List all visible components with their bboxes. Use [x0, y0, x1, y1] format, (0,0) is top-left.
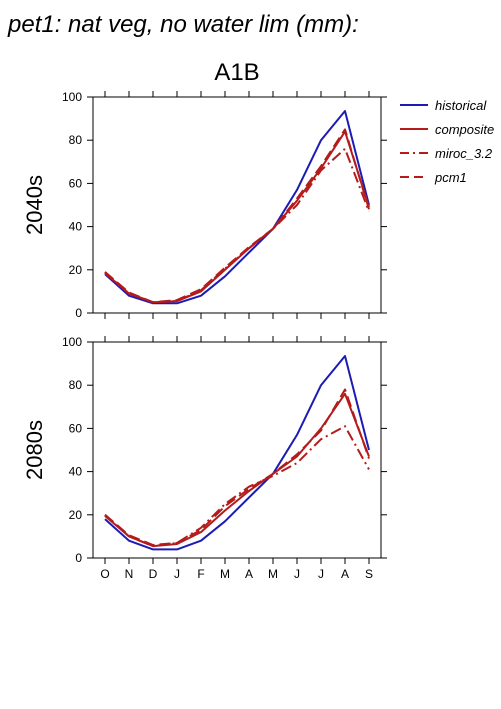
panel-2080s: 0 20 40 60 80 100 O N D J F M A M J J A S 2080s [22, 335, 387, 581]
x-tick-label: N [125, 567, 134, 581]
y-axis-label: 2040s [22, 175, 47, 235]
y-tick-label: 80 [69, 378, 83, 392]
legend-label-composite: composite [435, 122, 494, 137]
y-tick-label: 100 [62, 90, 82, 104]
plot-frame [92, 96, 382, 314]
legend-label-pcm1: pcm1 [434, 170, 467, 185]
x-tick-label: D [149, 567, 158, 581]
legend: historical composite miroc_3.2 pcm1 [400, 98, 494, 185]
x-tick-label: A [341, 567, 349, 581]
y-tick-label: 20 [69, 508, 83, 522]
x-tick-label: J [174, 567, 180, 581]
legend-label-miroc_3.2: miroc_3.2 [435, 146, 493, 161]
y-tick-label: 60 [69, 421, 83, 435]
chart-title: A1B [214, 59, 259, 86]
chart-panels: 0 20 40 60 80 100 2040s 0 20 40 60 80 100 O N D J F M A M J J A… [22, 90, 387, 581]
series-line-historical [104, 110, 370, 305]
y-tick-label: 40 [69, 220, 83, 234]
x-tick-label: M [268, 567, 278, 581]
series-line-pcm1 [104, 128, 370, 304]
x-tick-label: A [245, 567, 253, 581]
y-tick-label: 100 [62, 335, 82, 349]
x-tick-label: F [197, 567, 204, 581]
y-tick-label: 0 [75, 551, 82, 565]
x-tick-label: J [318, 567, 324, 581]
legend-label-historical: historical [435, 98, 487, 113]
y-tick-label: 40 [69, 465, 83, 479]
x-tick-label: M [220, 567, 230, 581]
series-line-miroc_3.2 [104, 147, 370, 304]
y-axis-label: 2080s [22, 420, 47, 480]
series-line-historical [104, 355, 370, 551]
x-tick-label: S [365, 567, 373, 581]
x-tick-label: O [100, 567, 109, 581]
x-tick-label: J [294, 567, 300, 581]
figure-title: pet1: nat veg, no water lim (mm): [7, 11, 359, 38]
y-tick-label: 20 [69, 263, 83, 277]
y-tick-label: 0 [75, 306, 82, 320]
y-tick-label: 80 [69, 133, 83, 147]
panel-2040s: 0 20 40 60 80 100 2040s [22, 90, 387, 320]
series-line-composite [104, 130, 370, 304]
plot-frame [92, 341, 382, 559]
series-line-miroc_3.2 [104, 425, 370, 548]
y-tick-label: 60 [69, 176, 83, 190]
series-line-pcm1 [104, 388, 370, 546]
